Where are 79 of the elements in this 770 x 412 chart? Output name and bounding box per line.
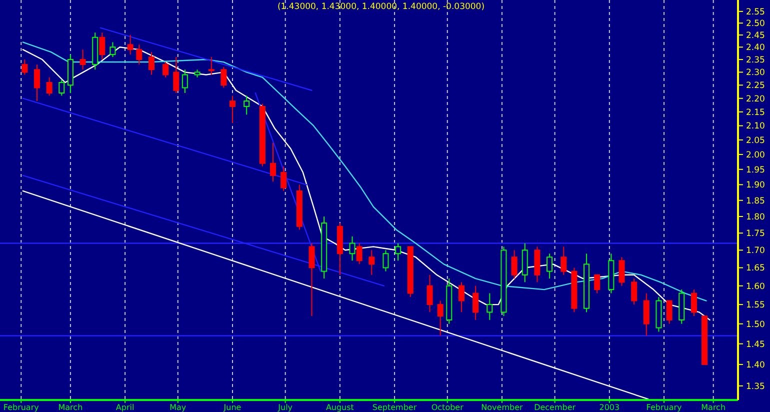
candlestick [182,69,188,94]
candlestick [395,242,402,262]
y-tick-label: 2.05 [746,136,765,146]
candlestick [472,285,479,320]
candlestick [99,32,106,60]
candlestick [136,44,142,66]
y-tick-label: 1.90 [746,180,765,191]
y-tick-label: 1.45 [746,340,765,350]
candlestick [356,242,362,265]
y-tick-label: 1.40 [746,360,765,370]
candlestick [280,166,287,192]
x-tick-label: March [58,403,83,412]
y-tick-label: 2.10 [746,122,765,132]
candlestick [58,79,65,96]
candlestick [690,289,697,317]
y-tick-label: 2.55 [746,7,765,18]
x-tick-label: 2003 [599,403,620,412]
x-tick-label: November [481,403,524,412]
y-tick-label: 1.80 [746,212,765,222]
candlestick [270,142,276,182]
candlestick [80,49,86,70]
candlestick [308,242,315,317]
y-tick-label: 2.00 [746,150,765,160]
x-tick-label: March [701,403,726,412]
x-tick-label: May [170,403,186,412]
candlestick [162,62,169,78]
x-tick-label: October [431,403,464,412]
candlestick [34,64,40,102]
candlestick [244,95,250,116]
y-tick-label: 2.45 [746,30,765,41]
candlestick [560,246,567,276]
candlestick [229,95,236,124]
y-tick-label: 1.55 [746,300,765,311]
candlestick [173,56,180,94]
candlestick [220,66,227,88]
candlestick [546,253,553,280]
y-tick-label: 2.20 [746,94,765,104]
y-tick-label: 2.30 [746,68,765,78]
y-tick-label: 2.15 [746,108,765,118]
candlestick [437,300,444,336]
candlestick [486,292,493,320]
y-tick-label: 2.25 [746,81,765,92]
candlestick [666,300,672,324]
y-tick-label: 1.75 [746,229,765,240]
candlestick [46,76,52,96]
candlestick [511,250,518,280]
chart-title: (1.43000, 1.43000, 1.40000, 1.40000, -0.03000) [277,2,485,12]
x-tick-label: February [646,403,682,412]
x-tick-label: July [277,403,293,412]
candlestick [127,34,134,56]
y-tick-label: 1.65 [746,264,765,274]
x-tick-label: September [372,403,418,412]
candlestick [349,236,356,262]
y-tick-label: 1.85 [746,196,765,206]
x-tick-label: December [534,403,576,412]
candlestick [110,42,116,58]
y-tick-label: 1.95 [746,165,765,176]
y-tick-label: 1.35 [746,382,765,392]
y-tick-label: 2.50 [746,19,765,30]
candlestick [618,256,625,286]
x-tick-label: August [326,403,354,412]
candlestick [594,274,600,294]
candlestick [208,56,214,76]
x-tick-label: June [222,403,242,412]
candlestick [643,292,650,336]
candlestick [148,52,154,76]
y-tick-label: 1.50 [746,320,765,330]
y-tick-label: 2.40 [746,43,765,54]
x-tick-label: February [3,403,40,412]
y-tick-label: 1.60 [746,282,765,292]
candlestick [631,278,638,306]
candlestick [22,59,28,76]
candlestick [426,274,433,313]
y-tick-label: 2.35 [746,55,765,66]
x-tick-label: April [116,403,134,412]
candlestick [458,282,464,313]
candlestick [382,250,389,272]
y-tick-label: 1.70 [746,246,765,256]
candlestick [368,250,375,276]
